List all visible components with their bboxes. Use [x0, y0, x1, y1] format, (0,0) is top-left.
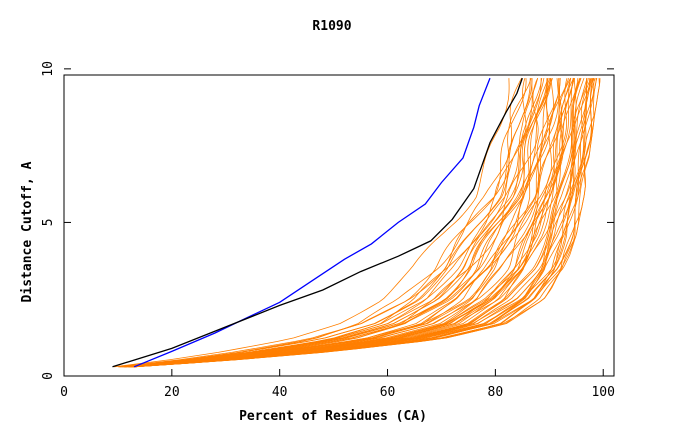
model-curve [125, 78, 577, 368]
model-curve [123, 78, 548, 368]
model-curve [134, 77, 592, 368]
model-curve [133, 77, 585, 368]
model-curve [133, 78, 597, 368]
model-curve [118, 78, 533, 368]
model-curve [130, 78, 575, 368]
model-curve [125, 77, 552, 368]
model-curve [119, 77, 527, 368]
model-curve [130, 78, 579, 368]
model-curve [131, 77, 575, 368]
chart-title: R1090 [312, 19, 351, 34]
model-curve [124, 77, 522, 368]
model-curve [124, 77, 532, 368]
model-curve [130, 78, 600, 368]
model-curve [133, 78, 594, 368]
blue-series-line [133, 77, 491, 368]
model-curve [123, 78, 562, 368]
model-curve [127, 77, 553, 368]
model-curve [126, 78, 551, 368]
model-curve [124, 77, 539, 368]
model-curve [132, 77, 581, 368]
model-curve [130, 78, 595, 368]
model-curve [132, 77, 582, 368]
model-curve [114, 78, 510, 368]
black-series-line [112, 77, 523, 368]
x-tick-label: 20 [164, 385, 180, 400]
x-tick-label: 0 [60, 385, 68, 400]
x-tick-label: 100 [591, 385, 614, 400]
model-curve [128, 78, 574, 368]
model-curve [130, 78, 590, 368]
model-curve [123, 78, 543, 368]
model-curve [133, 78, 598, 368]
y-tick-label: 10 [41, 61, 56, 77]
x-axis-label: Percent of Residues (CA) [239, 409, 427, 424]
model-curve [131, 77, 569, 368]
x-tick-label: 40 [272, 385, 288, 400]
model-curve [121, 78, 542, 368]
model-curve [128, 78, 572, 368]
x-tick-label: 60 [380, 385, 396, 400]
axis-ticks: 0 20 40 60 80 100 0 5 10 [41, 61, 615, 400]
model-curve [125, 78, 561, 368]
model-curve [134, 77, 596, 368]
y-tick-label: 0 [41, 372, 56, 380]
model-curve [133, 78, 592, 368]
x-tick-label: 80 [488, 385, 504, 400]
plot-lines [112, 77, 601, 368]
model-curve [124, 78, 552, 368]
model-curve [124, 78, 561, 368]
y-axis-label: Distance Cutoff, A [20, 161, 35, 302]
model-curve [129, 78, 571, 368]
model-curve [133, 77, 574, 368]
plot-frame [63, 74, 615, 377]
model-curve [118, 78, 527, 368]
model-curve [134, 77, 594, 368]
model-curve [122, 78, 559, 368]
y-tick-label: 5 [41, 218, 56, 226]
model-curve [133, 78, 594, 368]
model-curve [120, 78, 533, 368]
